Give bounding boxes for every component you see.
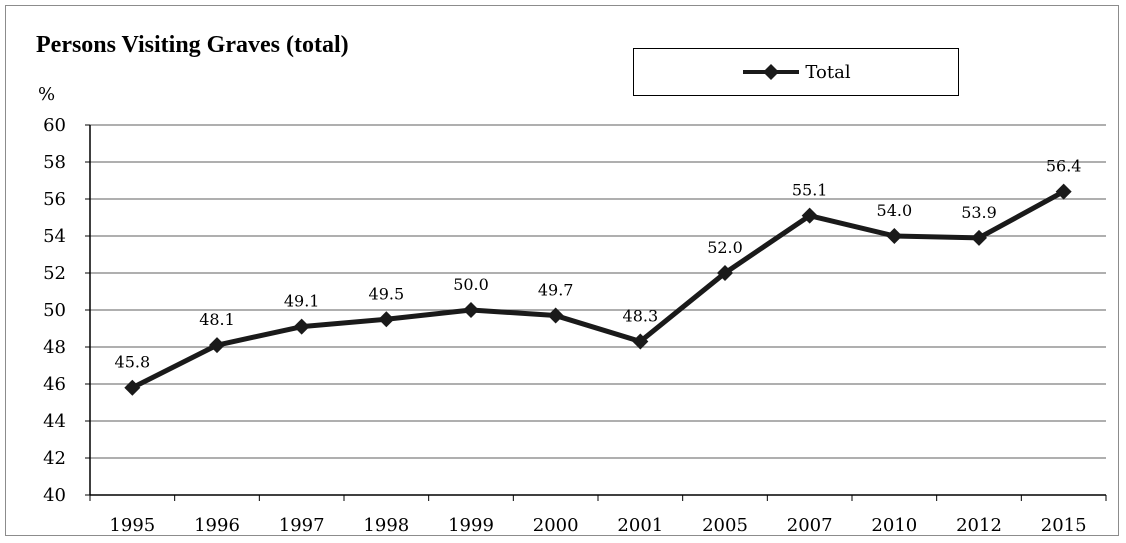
x-tick-label-1996: 1996 bbox=[194, 515, 240, 536]
data-point-2010 bbox=[886, 228, 902, 244]
data-label-2001: 48.3 bbox=[623, 306, 659, 325]
data-label-2015: 56.4 bbox=[1046, 157, 1082, 176]
data-label-1997: 49.1 bbox=[284, 292, 320, 311]
data-label-2007: 55.1 bbox=[792, 181, 828, 200]
y-tick-label-46: 46 bbox=[43, 374, 66, 395]
y-tick-label-52: 52 bbox=[43, 263, 66, 284]
series-line-total bbox=[132, 192, 1063, 388]
data-point-1997 bbox=[294, 319, 310, 335]
data-point-1998 bbox=[378, 311, 394, 327]
data-label-2005: 52.0 bbox=[707, 238, 743, 257]
x-tick-label-2010: 2010 bbox=[871, 515, 917, 536]
x-tick-label-1995: 1995 bbox=[109, 515, 155, 536]
data-label-2010: 54.0 bbox=[877, 201, 913, 220]
x-tick-label-1999: 1999 bbox=[448, 515, 494, 536]
y-tick-label-60: 60 bbox=[43, 115, 66, 136]
x-tick-label-1998: 1998 bbox=[363, 515, 409, 536]
y-tick-label-58: 58 bbox=[43, 152, 66, 173]
x-tick-label-2007: 2007 bbox=[787, 515, 833, 536]
x-tick-label-2012: 2012 bbox=[956, 515, 1002, 536]
y-tick-label-42: 42 bbox=[43, 448, 66, 469]
data-label-2000: 49.7 bbox=[538, 281, 574, 300]
y-tick-label-48: 48 bbox=[43, 337, 66, 358]
x-tick-label-2015: 2015 bbox=[1041, 515, 1087, 536]
y-tick-label-56: 56 bbox=[43, 189, 66, 210]
x-tick-label-1997: 1997 bbox=[279, 515, 325, 536]
y-tick-label-44: 44 bbox=[43, 411, 66, 432]
y-tick-label-54: 54 bbox=[43, 226, 66, 247]
y-tick-label-50: 50 bbox=[43, 300, 66, 321]
data-point-1999 bbox=[463, 302, 479, 318]
data-label-1995: 45.8 bbox=[115, 353, 151, 372]
data-label-1999: 50.0 bbox=[453, 275, 489, 294]
x-tick-label-2000: 2000 bbox=[533, 515, 579, 536]
data-label-1996: 48.1 bbox=[199, 310, 235, 329]
x-tick-label-2005: 2005 bbox=[702, 515, 748, 536]
y-tick-label-40: 40 bbox=[43, 485, 66, 506]
data-label-1998: 49.5 bbox=[369, 284, 405, 303]
x-tick-label-2001: 2001 bbox=[617, 515, 663, 536]
data-label-2012: 53.9 bbox=[961, 203, 997, 222]
